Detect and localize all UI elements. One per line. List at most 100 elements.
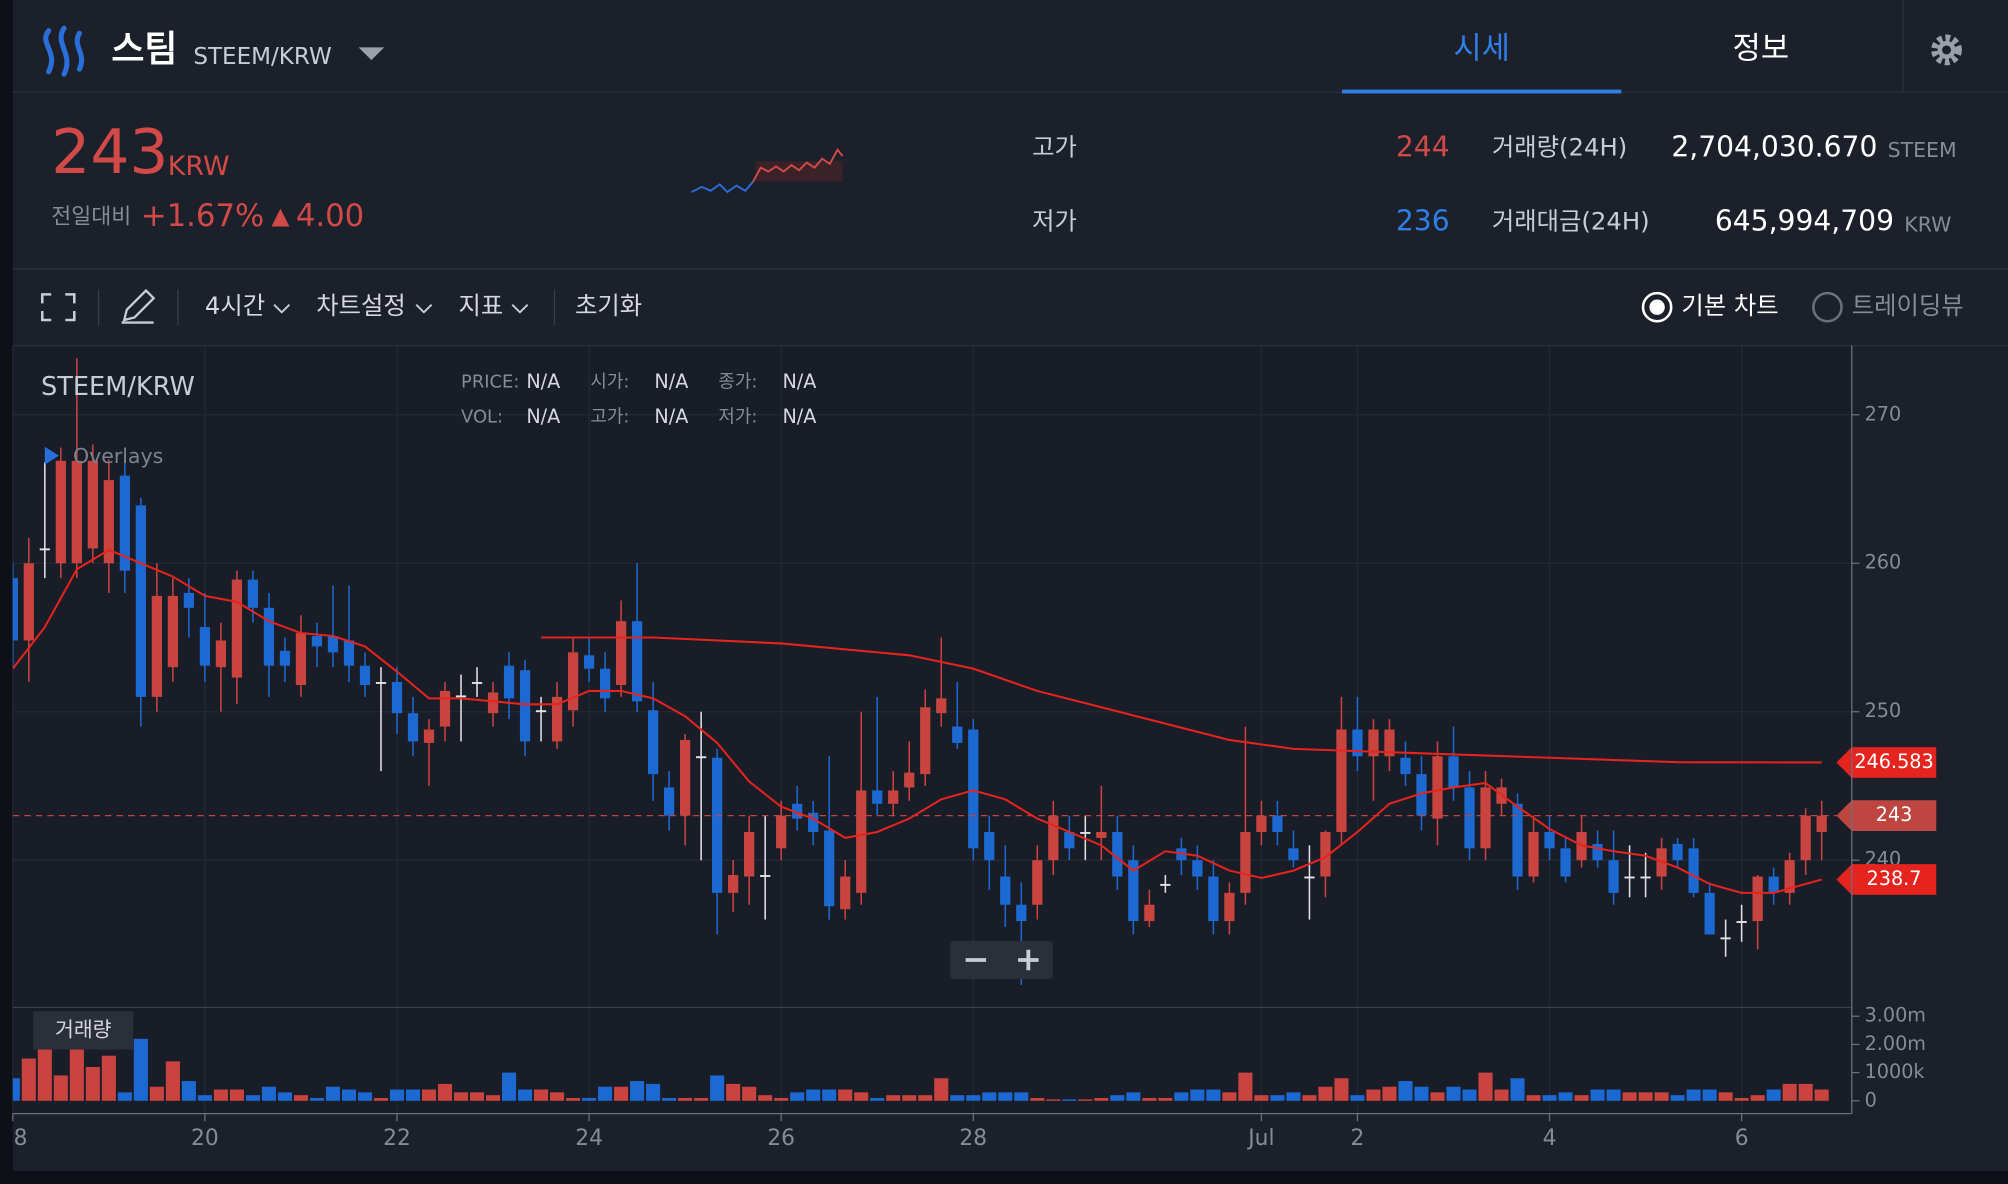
volume-bar [1110,1095,1125,1101]
logo [43,25,85,77]
candle-body [1016,904,1027,922]
volume-tick-label: 1000k [1865,1060,1926,1083]
candle-body [391,682,403,714]
view-option[interactable]: 트레이딩뷰 [1852,291,1964,320]
candle-body [1256,815,1267,832]
volume-bar [53,1075,68,1101]
candle-body [1528,831,1539,877]
candle-body [856,790,867,893]
legend-value: N/A [782,405,816,428]
volume-bar [870,1097,885,1101]
candle-body [1000,876,1011,905]
radio[interactable] [1812,291,1843,323]
candle-body [375,682,387,684]
x-tick-label: 28 [959,1126,987,1151]
menu[interactable]: 차트설정 [316,291,406,320]
view-option[interactable]: 기본 차트 [1681,291,1778,320]
fullscreen-icon[interactable] [40,293,76,322]
volume-bar [1734,1097,1749,1101]
legend-label: VOL: [461,406,503,427]
candle-body [1112,831,1123,877]
candle-body [663,787,675,816]
volume-bar [966,1095,981,1101]
volume-bar [1190,1089,1205,1101]
candle-body [1240,831,1251,893]
zoom-in[interactable] [1018,949,1039,971]
candle-body [872,790,883,804]
plot [12,358,1852,1101]
volume-bar [117,1092,132,1101]
candle-body [840,876,851,910]
candle-body [1048,815,1059,861]
candle-body [551,696,563,742]
candle-body [728,875,739,893]
stat-label: 고가 [1032,132,1077,161]
x-tick-label: 24 [575,1126,603,1151]
volume-bar [1302,1095,1317,1101]
volume-bar [1430,1092,1445,1101]
volume-bar [1078,1099,1093,1101]
candle-body [455,695,467,698]
draw-icon[interactable] [121,288,156,324]
volume-bar [197,1095,212,1101]
candle-body [1192,860,1203,877]
volume-bar [822,1089,837,1101]
overlays-toggle[interactable] [44,446,59,465]
candle-body [808,812,819,832]
volume-bar [389,1089,405,1101]
legend-value: N/A [526,370,560,393]
volume-bar [1510,1078,1525,1101]
x-tick-label: 6 [1735,1126,1749,1151]
volume-bar [662,1097,677,1101]
stat-value: 2,704,030.670 [1671,130,1877,163]
candle-body [1800,815,1811,861]
candle-body [1064,831,1075,849]
volume-bar [1670,1095,1685,1101]
candle-body [1224,892,1235,922]
volume-bar [437,1083,453,1101]
volume-bar [1574,1095,1589,1101]
radio-checked[interactable] [1641,291,1673,323]
candle-body [103,480,114,564]
settings-icon[interactable] [1931,34,1962,66]
volume-bar [405,1089,421,1101]
candle-body [599,668,611,699]
volume-bar [742,1086,757,1101]
price-tag-label: 238.7 [1867,867,1922,890]
volume-bar [838,1089,853,1101]
candle-body [1160,883,1171,886]
volume-bar [325,1086,341,1101]
volume-bar [1286,1092,1301,1101]
menu[interactable]: 지표 [458,291,503,320]
dropdown-arrow[interactable] [358,47,385,61]
volume-bar [421,1089,437,1101]
candle-body [151,595,162,697]
sparkline [752,148,844,183]
volume-bar [1718,1092,1733,1101]
chevron [415,303,433,314]
volume-bar [934,1078,949,1101]
volume-tick-label: 3.00m [1865,1004,1926,1027]
volume-bar [630,1081,645,1101]
legend-label: 종가: [718,372,757,393]
volume-bar [1142,1097,1157,1101]
change-label: 전일대비 [51,205,131,230]
stat-value: 645,994,709 [1715,205,1894,238]
candle-body [680,739,691,816]
chevron [511,303,529,314]
candle-body [1128,860,1139,922]
price-tag-label: 243 [1876,803,1913,826]
candle-body [135,505,146,697]
tab-active[interactable]: 시세 [1453,30,1510,66]
candle-body [1080,831,1091,834]
tab[interactable]: 정보 [1733,30,1790,66]
volume-bar [598,1086,613,1101]
volume-bar [1478,1072,1493,1101]
reset-button[interactable]: 초기화 [575,291,642,320]
volume-bar [1350,1095,1365,1101]
overlays-label[interactable]: Overlays [73,444,163,468]
volume-bar [1318,1086,1333,1101]
stat-unit: STEEM [1888,138,1957,162]
interval-menu[interactable]: 4시간 [205,291,265,320]
